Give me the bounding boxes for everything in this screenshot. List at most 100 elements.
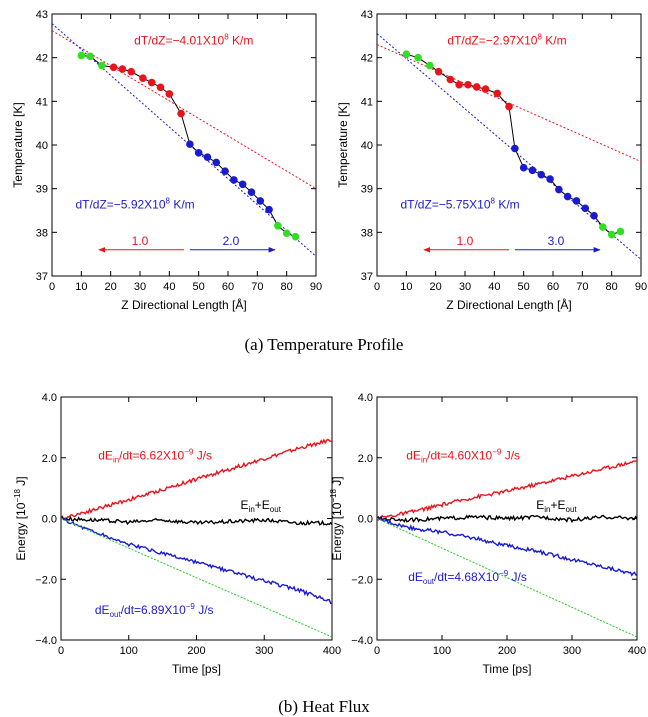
x-axis-label: Time [ps] [483,662,532,676]
data-point-blue [590,211,598,220]
y-tick-label: 37 [36,271,48,283]
x-tick-label: 20 [430,281,442,293]
y-tick-label: −2.0 [35,574,57,586]
y-tick-label: 43 [361,9,373,21]
data-point-red [505,102,513,111]
out-rate-label: dEout/dt=6.89X10−9 J/s [95,602,214,619]
in-rate-label: dEin/dt=4.60X10−9 J/s [406,447,520,464]
data-point-blue [265,205,273,214]
y-tick-label: 4.0 [42,392,57,404]
x-tick-label: 80 [606,281,618,293]
y-tick-label: 2.0 [358,453,373,465]
data-point-blue [572,197,581,205]
arrow-left-label: 1.0 [457,234,474,248]
x-tick-label: 400 [323,645,341,657]
data-point-red [481,85,490,93]
y-tick-label: 41 [361,96,373,108]
plot-area [377,460,637,638]
fit-line-blue [52,23,316,257]
arrow-left-label: 1.0 [132,234,149,248]
data-point-green [282,229,291,238]
data-point-blue [537,170,546,179]
data-point-red [109,63,118,72]
x-tick-label: 50 [193,281,205,293]
x-tick-label: 10 [75,281,87,293]
sum-label: Ein+Eout [536,498,577,514]
data-point-blue [212,158,221,167]
series-e_out [377,517,637,577]
series-fit [377,518,637,638]
y-tick-label: 0.0 [358,514,373,526]
red-gradient-label: dT/dZ=−2.97X108 K/m [447,33,566,48]
caption-heat-flux: (b) Heat Flux [278,697,370,716]
data-point-red [446,75,455,84]
x-tick-label: 10 [400,281,412,293]
data-point-green [98,61,106,70]
data-point-green [426,61,434,70]
blue-gradient-label: dT/dZ=−5.92X108 K/m [75,196,194,211]
data-point-blue [203,153,212,162]
arrow-right-label: 2.0 [223,234,240,248]
plot-area [52,23,316,257]
data-point-green [414,53,422,62]
out-rate-label: dEout/dt=4.68X10−9 J/s [408,569,527,586]
red-gradient-label: dT/dZ=−4.01X108 K/m [134,33,253,48]
in-rate-label: dEin/dt=6.62X10−9 J/s [98,447,212,464]
data-point-green [274,221,282,230]
data-point-red [464,80,472,89]
x-tick-label: 0 [58,645,64,657]
x-tick-label: 70 [576,281,588,293]
y-axis-label: Temperature [K] [336,102,350,187]
y-tick-label: −4.0 [35,635,57,647]
data-point-blue [247,188,256,196]
x-axis-label: Z Directional Length [Å] [121,297,246,312]
y-tick-label: 42 [36,53,48,65]
fit-line-blue [377,33,641,260]
x-tick-label: 40 [163,281,175,293]
data-point-blue [519,163,528,172]
series-e_in-plus-e_out [61,515,332,526]
data-point-blue [186,140,194,148]
y-axis-label: Energy [10−18 J] [329,476,344,560]
y-tick-label: 38 [36,227,48,239]
y-axis-label: Energy [10−18 J] [13,476,28,560]
data-point-green [86,52,94,61]
data-point-green [291,232,300,241]
x-tick-label: 30 [459,281,471,293]
y-axis-label: Temperature [K] [11,102,25,187]
x-tick-label: 60 [222,281,234,293]
y-tick-label: 40 [361,140,373,152]
data-point-blue [194,149,203,157]
y-tick-label: 43 [36,9,48,21]
x-tick-label: 0 [374,645,380,657]
data-point-red [177,109,185,118]
data-point-blue [546,175,554,183]
data-point-green [402,50,411,58]
x-tick-label: 0 [374,281,380,293]
data-point-blue [511,144,519,153]
chart-a-right: 0 10 20 30 40 50 60 70 80 90 37 38 39 40 41 42 43 Z Direc… [336,9,647,312]
y-tick-label: 37 [361,271,373,283]
data-point-blue [221,167,229,175]
y-tick-label: 39 [36,184,48,196]
x-tick-label: 30 [134,281,146,293]
data-point-red [472,83,481,91]
x-tick-label: 300 [563,645,581,657]
y-tick-label: 38 [361,227,373,239]
y-tick-label: 42 [361,53,373,65]
x-tick-label: 70 [251,281,263,293]
y-tick-label: 40 [36,140,48,152]
sum-label: Ein+Eout [241,498,282,514]
data-point-blue [238,180,247,189]
y-tick-label: −2.0 [351,574,373,586]
y-tick-label: −4.0 [351,635,373,647]
caption-temperature-profile: (a) Temperature Profile [245,335,404,354]
x-tick-label: 200 [187,645,205,657]
series-e_out [61,517,332,605]
data-point-blue [528,166,537,175]
blue-gradient-label: dT/dZ=−5.75X108 K/m [400,196,519,211]
series-e_in [377,460,637,521]
y-tick-label: 0.0 [42,514,57,526]
plot-area [61,438,332,638]
